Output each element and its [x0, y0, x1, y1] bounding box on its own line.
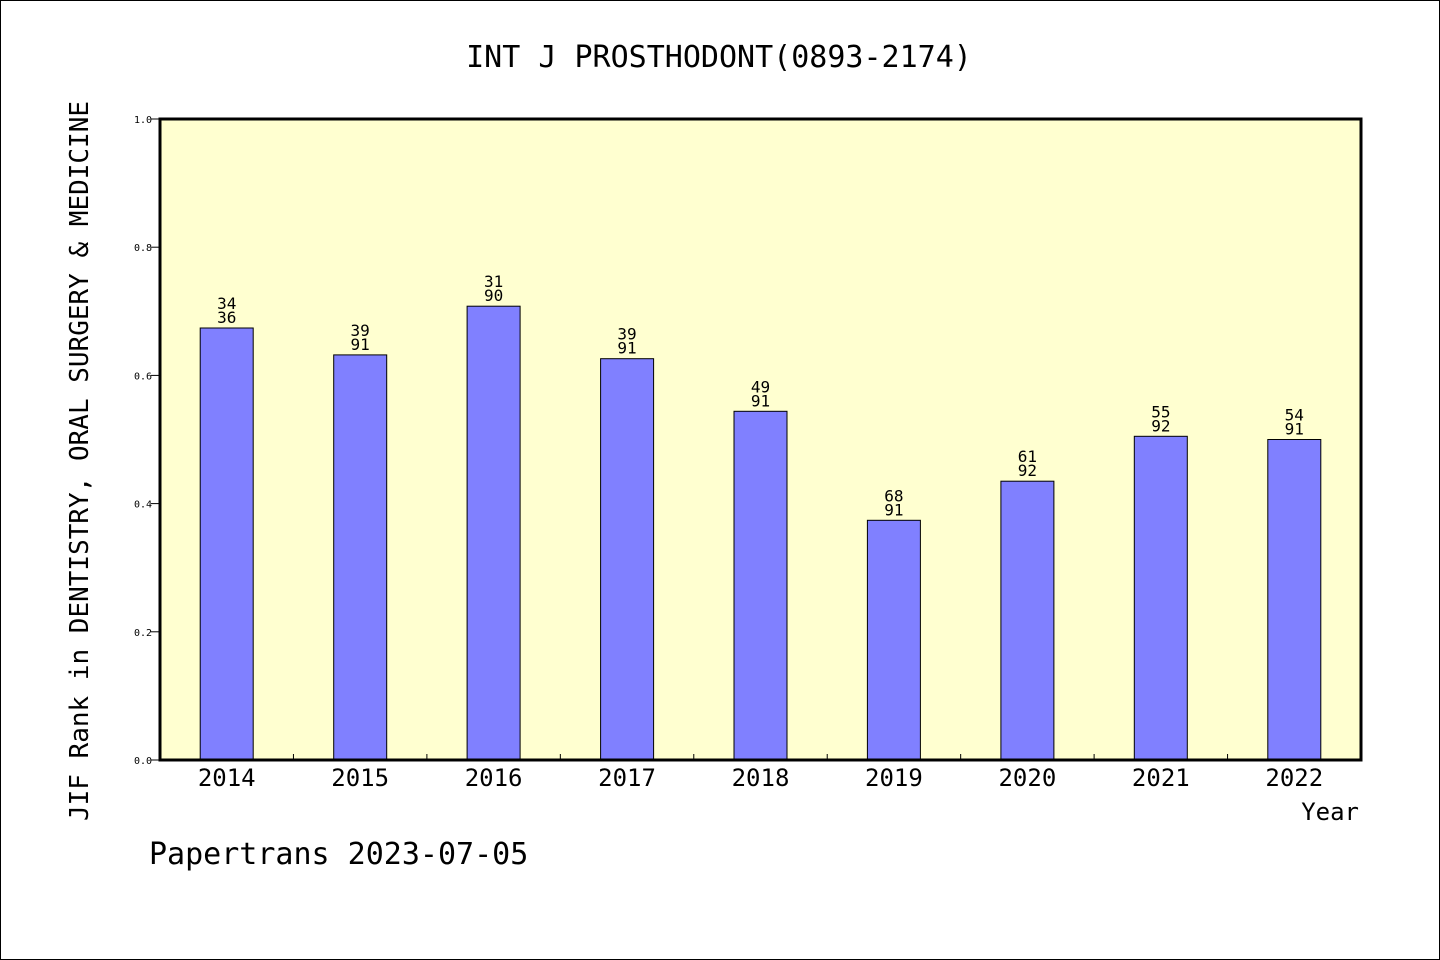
bar-rank-label-2020: 61 — [1018, 447, 1037, 466]
bar-rank-label-2019: 68 — [884, 486, 903, 505]
footer-credit: Papertrans 2023-07-05 — [149, 837, 528, 872]
x-tick-label-2018: 2018 — [732, 764, 790, 792]
bar-total-label-2022: 91 — [1285, 420, 1304, 439]
bar-total-label-2017: 91 — [617, 339, 636, 358]
bar-rank-label-2016: 31 — [484, 272, 503, 291]
chart-title: INT J PROSTHODONT(0893-2174) — [466, 40, 972, 75]
bar-2018 — [733, 410, 788, 761]
y-tick-label: 0.4 — [134, 500, 152, 511]
bar-2019 — [866, 519, 921, 761]
bar-2022 — [1267, 439, 1322, 761]
y-tick-label: 0.0 — [134, 756, 152, 767]
x-tick-label-2016: 2016 — [465, 764, 523, 792]
y-tick-label: 0.6 — [134, 371, 152, 382]
bar-2017 — [600, 358, 655, 761]
bar-2016 — [466, 305, 521, 761]
x-tick-label-2015: 2015 — [331, 764, 389, 792]
x-tick-label-2020: 2020 — [998, 764, 1056, 792]
bar-rank-label-2018: 49 — [751, 377, 770, 396]
x-tick-label-2022: 2022 — [1265, 764, 1323, 792]
bar-rank-label-2015: 39 — [351, 321, 370, 340]
bar-total-label-2018: 91 — [751, 391, 770, 410]
y-axis-label: JIF Rank in DENTISTRY, ORAL SURGERY & ME… — [65, 101, 95, 821]
bar-rank-label-2022: 54 — [1285, 406, 1304, 425]
bar-total-label-2016: 90 — [484, 286, 503, 305]
bar-total-label-2019: 91 — [884, 500, 903, 519]
x-axis-label: Year — [1301, 798, 1359, 826]
x-tick-label-2019: 2019 — [865, 764, 923, 792]
bar-2014 — [199, 327, 254, 761]
bar-2015 — [333, 354, 388, 761]
bar-rank-label-2014: 34 — [217, 294, 236, 313]
y-tick-label: 0.8 — [134, 243, 152, 254]
y-tick-label: 1.0 — [134, 115, 152, 126]
x-tick-label-2017: 2017 — [598, 764, 656, 792]
bar-rank-label-2021: 55 — [1151, 402, 1170, 421]
bar-rank-label-2017: 39 — [617, 325, 636, 344]
bar-total-label-2014: 36 — [217, 308, 236, 327]
y-tick-label: 0.2 — [134, 628, 152, 639]
x-tick-label-2021: 2021 — [1132, 764, 1190, 792]
bar-2021 — [1133, 435, 1188, 761]
bar-2020 — [1000, 480, 1055, 761]
bar-total-label-2020: 92 — [1018, 461, 1037, 480]
bar-total-label-2021: 92 — [1151, 416, 1170, 435]
plot-border — [158, 117, 1363, 762]
x-tick-label-2014: 2014 — [198, 764, 256, 792]
bar-total-label-2015: 91 — [351, 335, 370, 354]
